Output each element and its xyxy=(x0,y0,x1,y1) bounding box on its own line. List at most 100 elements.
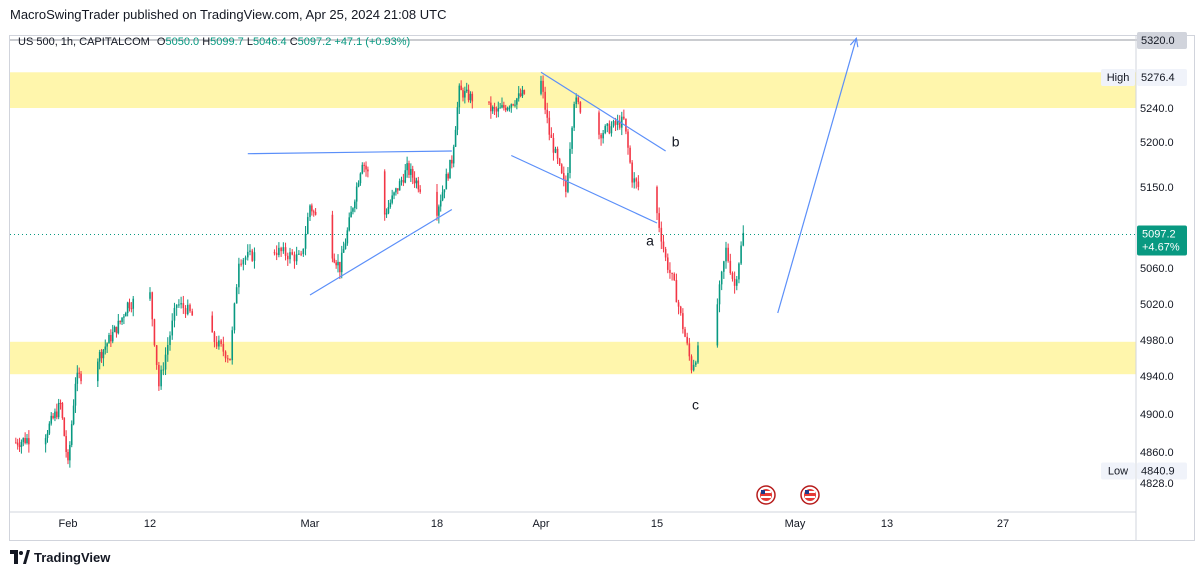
candle-body xyxy=(565,179,567,192)
candle-body xyxy=(542,80,544,92)
candle-body xyxy=(686,336,688,344)
candle-body xyxy=(149,292,151,299)
candle-body xyxy=(517,93,520,99)
candle-body xyxy=(215,342,218,347)
support-resistance-zone[interactable] xyxy=(10,341,1136,375)
candle-body xyxy=(575,97,578,105)
price-tick-label: 4900.0 xyxy=(1140,409,1174,421)
candle-body xyxy=(117,320,120,334)
candle-body xyxy=(46,433,49,439)
candle-body xyxy=(213,332,216,343)
candle-body xyxy=(491,107,494,112)
candle-body xyxy=(340,252,343,273)
candle-body xyxy=(344,243,347,250)
candle-body xyxy=(627,131,629,148)
candle-body xyxy=(300,253,302,255)
price-tick-label: 4860.0 xyxy=(1140,447,1174,459)
candle-body xyxy=(339,261,341,273)
candle-body xyxy=(76,372,79,384)
candle-body xyxy=(175,304,178,308)
candle-body xyxy=(623,116,625,119)
candle-body xyxy=(80,373,82,382)
target-price-badge xyxy=(1137,32,1187,49)
candle-body xyxy=(404,170,407,183)
candle-body xyxy=(637,181,640,187)
candle-body xyxy=(235,287,238,304)
candle-body xyxy=(361,164,364,174)
candle-body xyxy=(110,335,112,342)
candle-body xyxy=(106,343,108,347)
candle-body xyxy=(229,358,231,361)
candle-body xyxy=(697,345,699,363)
candle-body xyxy=(465,89,468,92)
candle-body xyxy=(306,217,309,234)
candle-body xyxy=(690,356,693,371)
us-flag-event-icon[interactable] xyxy=(756,485,776,505)
event-icon-stripe xyxy=(805,491,815,493)
candle-body xyxy=(398,181,401,191)
candle-body xyxy=(333,258,336,263)
candle-body xyxy=(218,340,220,347)
tradingview-brand[interactable]: TradingView xyxy=(34,549,111,565)
wave-label-b: b xyxy=(672,134,680,150)
open-label: O xyxy=(156,36,166,48)
candle-body xyxy=(155,345,158,365)
candle-body xyxy=(20,441,23,447)
event-icon-canton xyxy=(805,490,809,494)
candle-body xyxy=(400,180,403,182)
low-price-badge xyxy=(1137,462,1187,480)
candle-body xyxy=(738,263,740,280)
chart-frame[interactable] xyxy=(9,35,1195,541)
candle-body xyxy=(523,90,526,94)
candle-body xyxy=(278,247,280,256)
trendline[interactable] xyxy=(247,150,452,155)
low-price-badge-text: 4840.9 xyxy=(1141,466,1175,478)
us-flag-event-icon[interactable] xyxy=(800,485,820,505)
candle-body xyxy=(573,104,575,128)
candle-body xyxy=(506,107,509,111)
candle-body xyxy=(510,104,513,108)
tradingview-logo-icon[interactable] xyxy=(10,550,30,564)
trendline[interactable] xyxy=(309,208,453,296)
candle-body xyxy=(544,91,546,110)
candle-body xyxy=(78,372,80,374)
candle-body xyxy=(69,444,71,461)
candle-body xyxy=(359,173,362,184)
footer: TradingView xyxy=(10,547,110,567)
candle-body xyxy=(716,304,719,346)
low-price-tag-text: Low xyxy=(1108,466,1128,478)
candle-body xyxy=(111,331,114,342)
candle-body xyxy=(497,108,500,112)
candle-body xyxy=(178,304,180,306)
forecast-arrow[interactable] xyxy=(777,38,857,314)
publisher-line: MacroSwingTrader published on TradingVie… xyxy=(10,7,447,22)
candle-body xyxy=(244,257,247,260)
trendline[interactable] xyxy=(540,71,666,152)
candle-body xyxy=(556,148,559,159)
candle-body xyxy=(54,411,56,419)
candle-body xyxy=(727,247,729,261)
candle-body xyxy=(519,93,522,97)
candle-body xyxy=(441,192,444,201)
candle-body xyxy=(130,308,133,310)
candle-body xyxy=(723,261,725,272)
candle-body xyxy=(671,272,673,274)
candle-body xyxy=(59,402,62,404)
support-resistance-zone[interactable] xyxy=(10,72,1136,108)
candle-body xyxy=(460,85,462,91)
candle-body xyxy=(242,259,245,265)
candle-body xyxy=(471,93,474,102)
trendline[interactable] xyxy=(511,154,658,224)
high-label: H xyxy=(202,36,211,48)
candle-body xyxy=(293,254,296,262)
candle-body xyxy=(231,330,234,361)
candle-body xyxy=(15,442,17,444)
candle-body xyxy=(673,273,676,281)
candle-body xyxy=(684,329,686,337)
candle-body xyxy=(436,191,438,216)
candle-body xyxy=(567,172,569,192)
candle-body xyxy=(224,351,227,359)
candle-body xyxy=(729,260,732,274)
candle-body xyxy=(171,320,174,336)
